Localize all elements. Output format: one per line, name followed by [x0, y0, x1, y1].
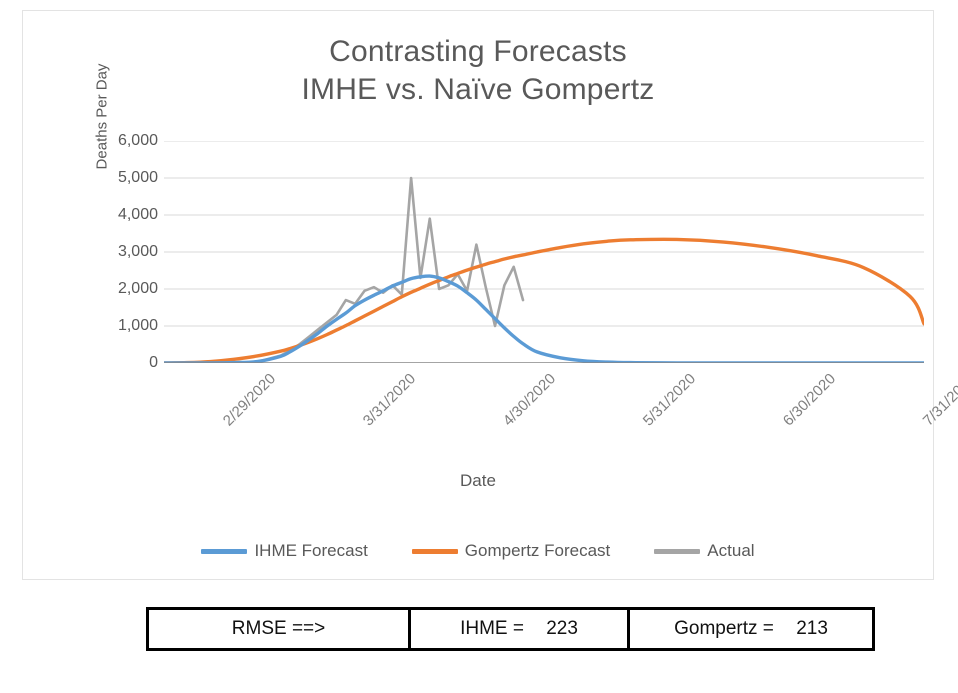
- y-tick-label: 6,000: [117, 132, 158, 149]
- chart-title-line-1: Contrasting Forecasts: [329, 35, 627, 68]
- legend-label: Actual: [707, 541, 755, 560]
- legend-swatch-icon: [201, 548, 248, 554]
- y-tick-label: 5,000: [117, 169, 158, 186]
- chart-legend: IHME Forecast Gompertz Forecast Actual: [23, 541, 933, 561]
- legend-swatch-icon: [654, 548, 701, 554]
- rmse-ihme-key: IHME =: [460, 618, 524, 639]
- chart-title: Contrasting Forecasts IMHE vs. Naïve Gom…: [23, 33, 933, 109]
- rmse-ihme-value: 223: [546, 618, 578, 639]
- plot-svg: [164, 141, 924, 363]
- legend-item-ihme[interactable]: IHME Forecast: [201, 541, 368, 561]
- x-axis-title: Date: [460, 471, 496, 490]
- rmse-label-cell: RMSE ==>: [149, 610, 408, 648]
- legend-item-gompertz[interactable]: Gompertz Forecast: [411, 541, 611, 561]
- y-axis-tick-labels: 6,000 5,000 4,000 3,000 2,000 1,000 0: [78, 133, 158, 371]
- x-tick-label: 4/30/2020: [499, 370, 560, 430]
- rmse-summary-table: RMSE ==> IHME = 223 Gompertz = 213: [146, 607, 875, 651]
- legend-swatch-icon: [411, 548, 458, 554]
- x-tick-label: 3/31/2020: [359, 370, 420, 430]
- y-tick-label: 2,000: [117, 280, 158, 297]
- x-axis-tick-labels: 2/29/2020 3/31/2020 4/30/2020 5/31/2020 …: [23, 11, 958, 579]
- x-tick-label: 6/30/2020: [779, 370, 840, 430]
- y-tick-label: 4,000: [117, 206, 158, 223]
- x-tick-label: 5/31/2020: [639, 370, 700, 430]
- rmse-label: RMSE ==>: [231, 618, 326, 639]
- legend-label: Gompertz Forecast: [464, 541, 611, 560]
- x-tick-label: 2/29/2020: [219, 370, 280, 430]
- y-tick-label: 3,000: [117, 243, 158, 260]
- y-tick-label: 1,000: [117, 317, 158, 334]
- chart-container: Contrasting Forecasts IMHE vs. Naïve Gom…: [22, 10, 958, 580]
- rmse-gompertz-cell: Gompertz = 213: [627, 610, 872, 648]
- plot-area: [164, 141, 924, 363]
- y-tick-label: 0: [149, 354, 158, 371]
- rmse-gompertz-value: 213: [796, 618, 828, 639]
- chart-title-line-2: IMHE vs. Naïve Gompertz: [301, 73, 655, 106]
- x-tick-label: 7/31/2020: [919, 370, 958, 430]
- rmse-gompertz-key: Gompertz =: [674, 618, 774, 639]
- rmse-ihme-cell: IHME = 223: [408, 610, 627, 648]
- legend-label: IHME Forecast: [254, 541, 368, 560]
- legend-item-actual[interactable]: Actual: [654, 541, 755, 561]
